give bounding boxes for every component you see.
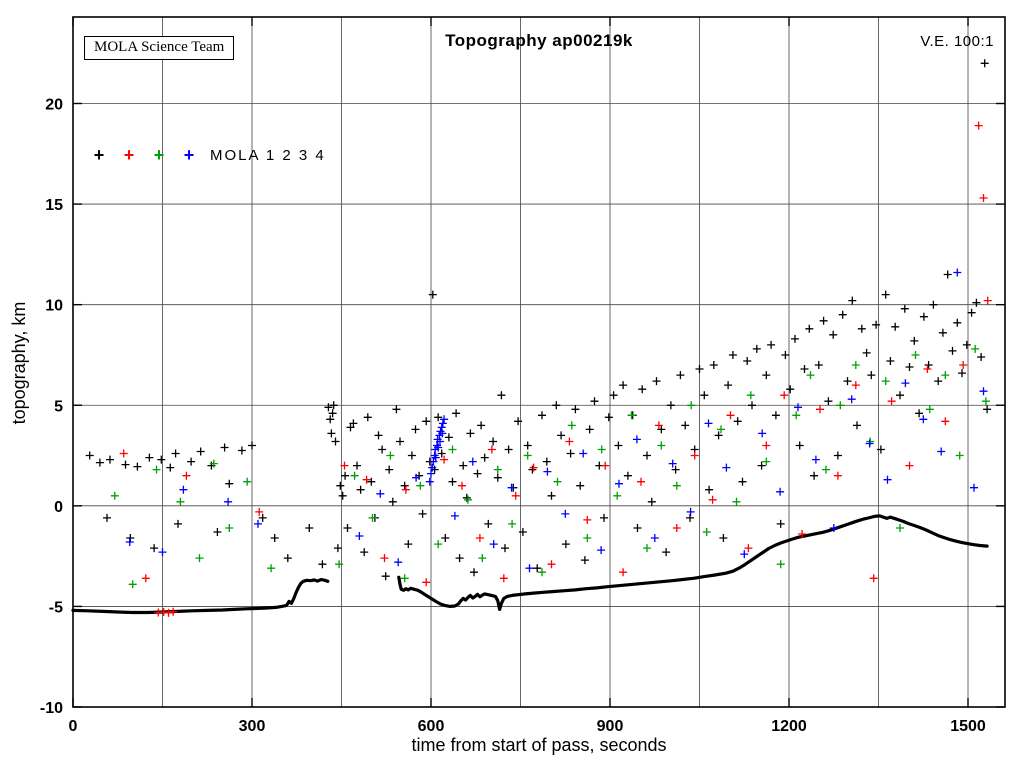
series-mola-3 bbox=[110, 344, 990, 589]
legend-marker-mola-4-icon: + bbox=[183, 145, 195, 165]
plot-area bbox=[72, 16, 1006, 708]
legend-marker-mola-1-icon: + bbox=[93, 145, 105, 165]
x-tick-label: 300 bbox=[239, 718, 266, 735]
y-tick-label: 15 bbox=[45, 197, 63, 214]
y-tick-label: -5 bbox=[49, 599, 63, 616]
series-mola-4 bbox=[125, 268, 988, 573]
x-tick-label: 1500 bbox=[950, 718, 986, 735]
y-tick-label: 5 bbox=[54, 398, 63, 415]
x-tick-label: 900 bbox=[597, 718, 624, 735]
tick-labels: 0 300 600 900 1200 1500 -10 -5 0 5 10 15 20 bbox=[40, 97, 986, 735]
series-mola-1 bbox=[85, 59, 992, 581]
x-tick-label: 600 bbox=[418, 718, 445, 735]
x-tick-label: 1200 bbox=[771, 718, 807, 735]
axis-ticks bbox=[72, 17, 1005, 708]
y-tick-label: 20 bbox=[45, 97, 63, 114]
legend-label: MOLA 1 2 3 4 bbox=[210, 146, 326, 164]
x-axis-label: time from start of pass, seconds bbox=[411, 735, 667, 755]
y-tick-label: 10 bbox=[45, 298, 63, 315]
legend-marker-mola-3-icon: + bbox=[153, 145, 165, 165]
profile-trace bbox=[71, 514, 989, 615]
y-tick-label: -10 bbox=[40, 700, 63, 717]
y-axis-label: topography, km bbox=[9, 301, 29, 425]
legend-marker-mola-2-icon: + bbox=[123, 145, 135, 165]
chart-title: Topography ap00219k bbox=[445, 31, 633, 50]
series-mola-2 bbox=[119, 121, 992, 617]
grid-lines bbox=[73, 17, 1005, 707]
vertical-exaggeration-label: V.E. 100:1 bbox=[920, 33, 994, 50]
y-tick-label: 0 bbox=[54, 499, 63, 516]
legend: + + + + MOLA 1 2 3 4 bbox=[84, 145, 326, 165]
x-tick-label: 0 bbox=[69, 718, 78, 735]
mola-science-team-badge: MOLA Science Team bbox=[84, 36, 235, 60]
